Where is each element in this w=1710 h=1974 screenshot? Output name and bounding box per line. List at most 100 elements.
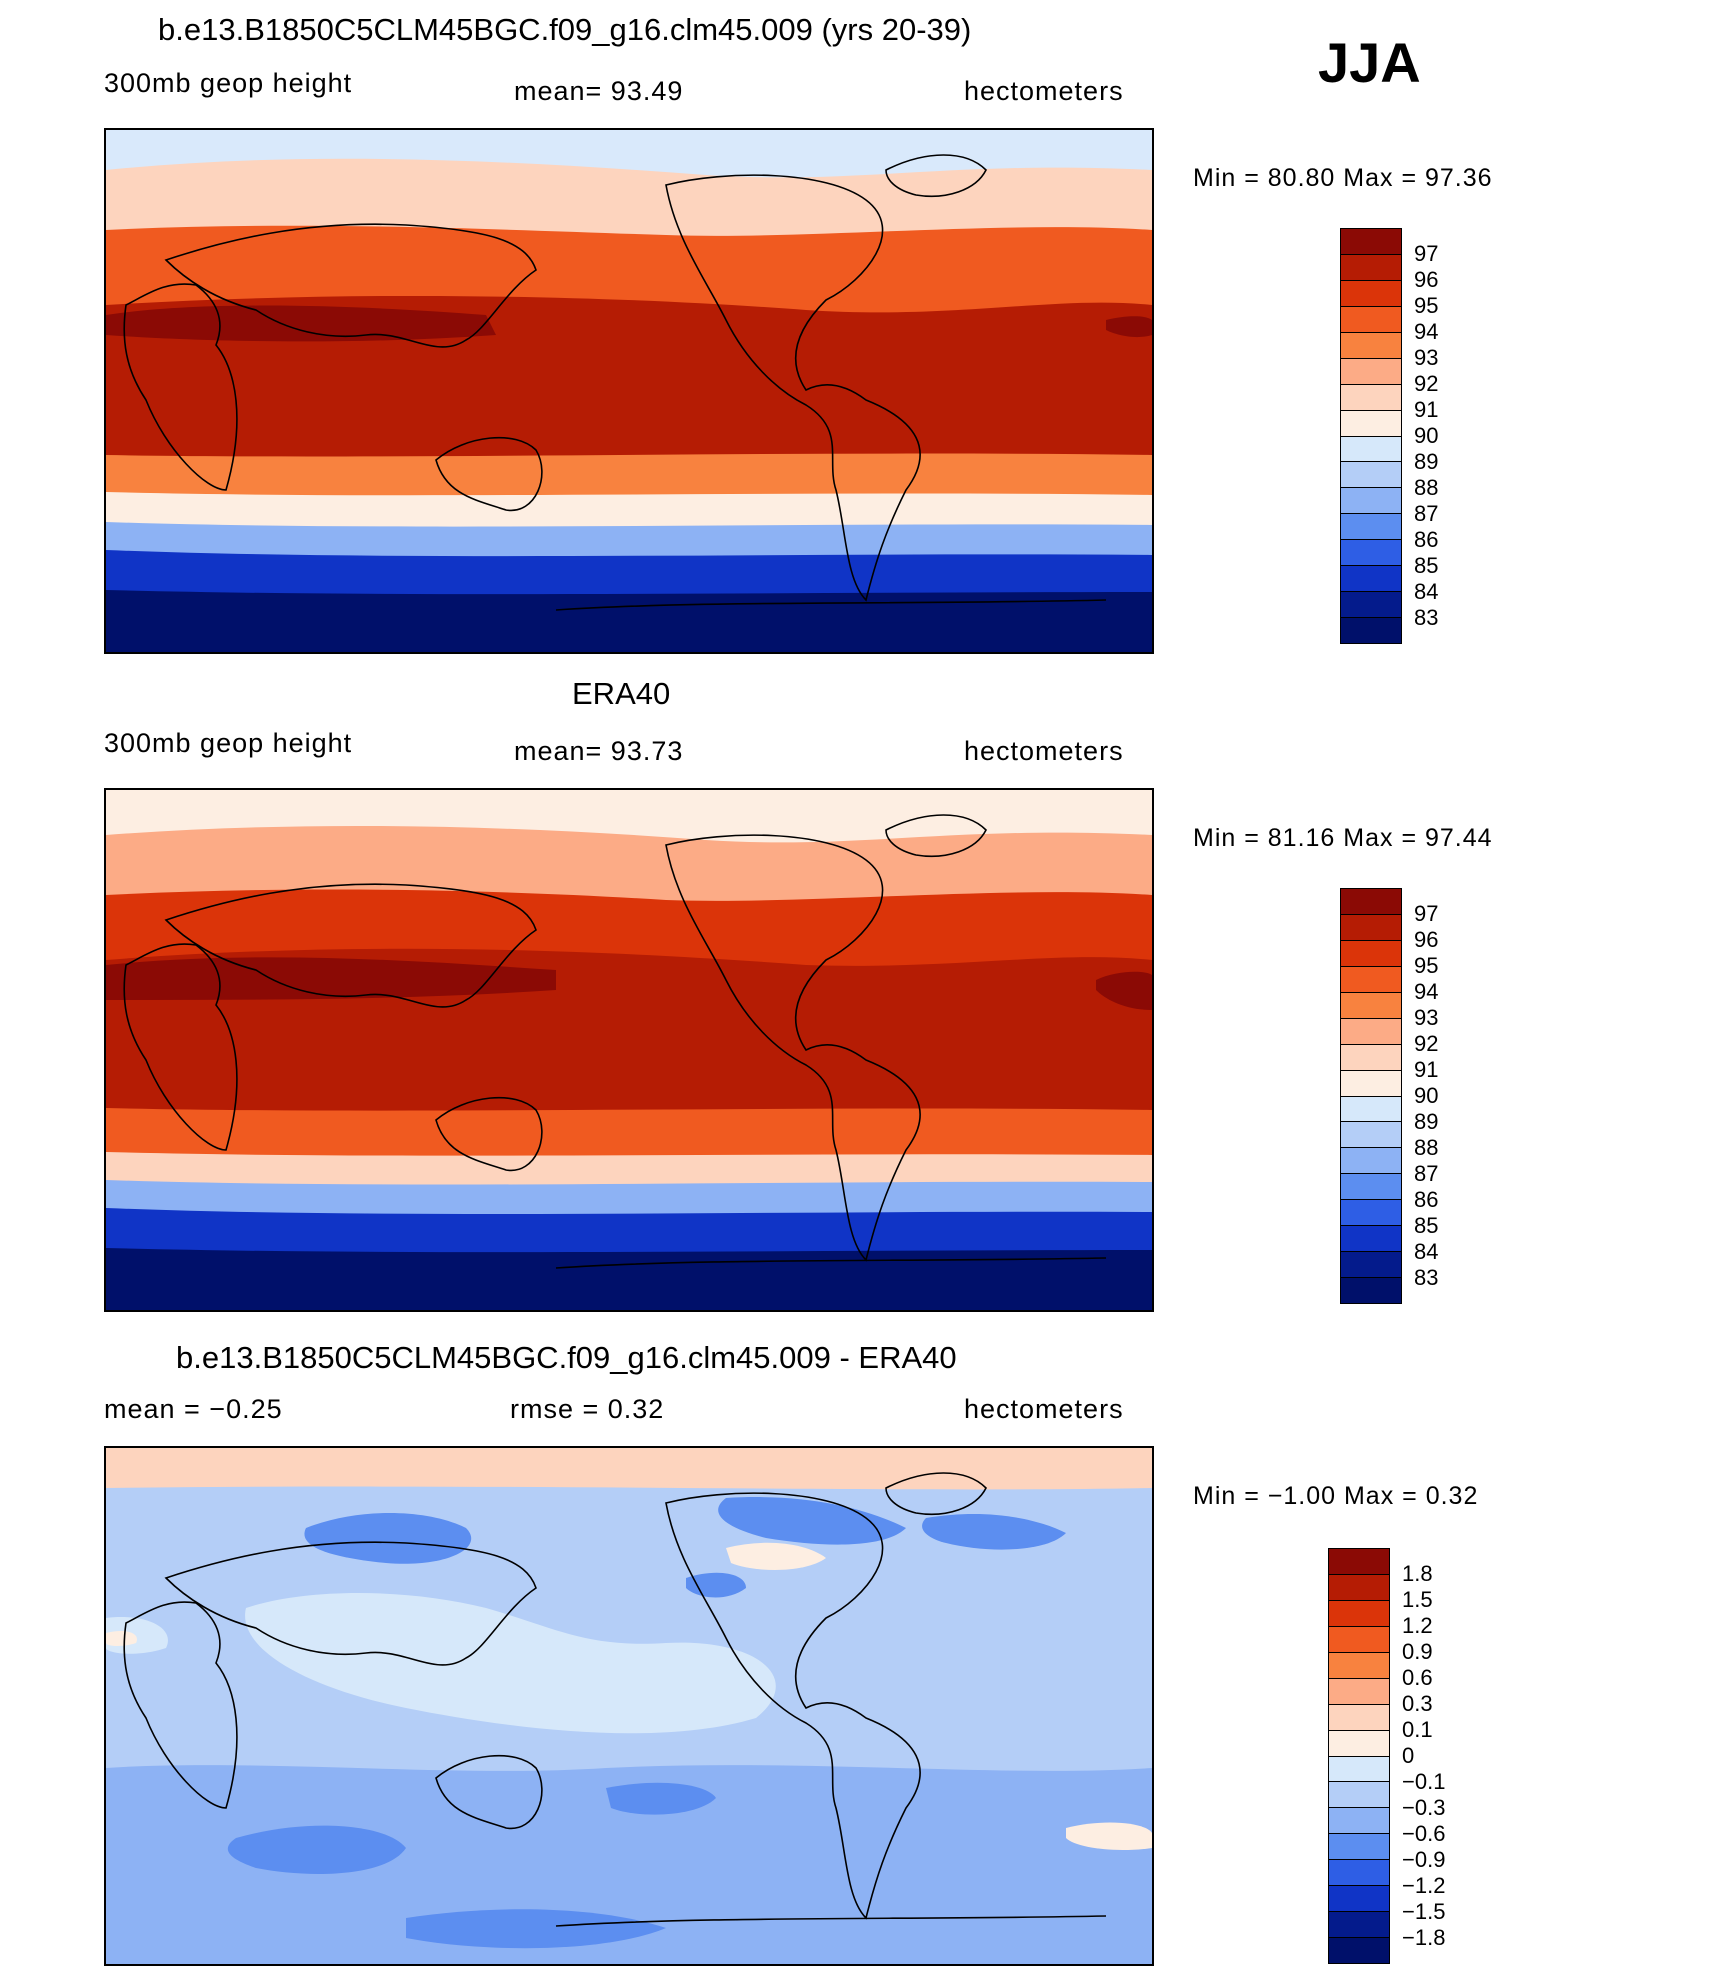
colorbar-tick-label: −1.8 [1402, 1925, 1446, 1950]
panel-2-colorbar [1340, 888, 1402, 1304]
colorbar-tick-label: 86 [1414, 1187, 1439, 1212]
band-jet [106, 305, 1152, 342]
colorbar-tick-label: 93 [1414, 345, 1439, 370]
colorbar-cell [1329, 1808, 1389, 1835]
colorbar-cell [1341, 992, 1401, 1019]
colorbar-tick-label: −1.2 [1402, 1873, 1446, 1898]
colorbar-cell [1341, 254, 1401, 281]
colorbar-tick-label: 89 [1414, 449, 1439, 474]
panel-3-mean-label: mean = −0.25 [104, 1394, 283, 1424]
colorbar-cell [1341, 1200, 1401, 1227]
colorbar-cell [1329, 1938, 1389, 1963]
field-dark-5 [606, 1782, 716, 1815]
colorbar-cell [1341, 966, 1401, 993]
panel-1-title: b.e13.B1850C5CLM45BGC.f09_g16.clm45.009 … [158, 12, 972, 47]
colorbar-tick-label: 96 [1414, 267, 1439, 292]
colorbar-cell [1329, 1678, 1389, 1705]
colorbar-tick-label: 84 [1414, 579, 1439, 604]
panel-1-variable-label: 300mb geop height [104, 68, 353, 98]
colorbar-tick-label: 96 [1414, 927, 1439, 952]
colorbar-cell [1329, 1549, 1389, 1575]
colorbar-tick-label: −0.9 [1402, 1847, 1446, 1872]
coastlines [123, 814, 1107, 1269]
field-mid-1 [106, 1765, 1152, 1964]
colorbar-cell [1341, 332, 1401, 359]
colorbar-tick-label: −1.5 [1402, 1899, 1446, 1924]
colorbar-cell [1329, 1834, 1389, 1861]
panel-3-colorbar [1328, 1548, 1390, 1964]
colorbar-tick-label: 1.8 [1402, 1561, 1433, 1586]
colorbar-tick-label: 89 [1414, 1109, 1439, 1134]
colorbar-cell [1329, 1730, 1389, 1757]
field-dark-6 [406, 1909, 666, 1949]
colorbar-cell [1341, 488, 1401, 515]
colorbar-tick-label: 91 [1414, 397, 1439, 422]
panel-1-colorbar [1340, 228, 1402, 644]
colorbar-tick-label: 91 [1414, 1057, 1439, 1082]
panel-1-map [104, 128, 1154, 654]
colorbar-cell [1329, 1574, 1389, 1601]
colorbar-tick-label: 85 [1414, 553, 1439, 578]
colorbar-tick-label: 95 [1414, 953, 1439, 978]
colorbar-cell [1341, 592, 1401, 619]
colorbar-tick-label: −0.1 [1402, 1769, 1446, 1794]
colorbar-tick-label: 92 [1414, 1031, 1439, 1056]
colorbar-tick-label: 90 [1414, 423, 1439, 448]
colorbar-cell [1329, 1912, 1389, 1939]
panel-1-mean-label: mean= 93.49 [514, 76, 684, 106]
colorbar-cell [1341, 410, 1401, 437]
field-top [106, 1448, 1152, 1490]
colorbar-tick-label: 0 [1402, 1743, 1415, 1768]
colorbar-cell [1341, 618, 1401, 643]
colorbar-cell [1341, 566, 1401, 593]
colorbar-tick-label: 83 [1414, 1265, 1439, 1290]
field-warm-2 [1066, 1822, 1152, 1850]
colorbar-cell [1341, 1226, 1401, 1253]
colorbar-cell [1341, 1278, 1401, 1303]
colorbar-cell [1341, 889, 1401, 915]
colorbar-cell [1341, 914, 1401, 941]
colorbar-tick-label: 88 [1414, 475, 1439, 500]
colorbar-cell [1329, 1886, 1389, 1913]
colorbar-tick-label: 87 [1414, 1161, 1439, 1186]
panel-3-title: b.e13.B1850C5CLM45BGC.f09_g16.clm45.009 … [176, 1340, 957, 1375]
colorbar-cell [1341, 540, 1401, 567]
colorbar-cell [1341, 1122, 1401, 1149]
colorbar-tick-label: 84 [1414, 1239, 1439, 1264]
colorbar-tick-label: 0.6 [1402, 1665, 1433, 1690]
panel-2-variable-label: 300mb geop height [104, 728, 353, 758]
colorbar-tick-label: 0.9 [1402, 1639, 1433, 1664]
panel-1-units-label: hectometers [964, 76, 1124, 106]
colorbar-cell [1341, 306, 1401, 333]
colorbar-tick-label: 95 [1414, 293, 1439, 318]
panel-3-minmax: Min = −1.00 Max = 0.32 [1193, 1482, 1479, 1510]
band-antarctic [106, 590, 1152, 652]
colorbar-tick-label: 86 [1414, 527, 1439, 552]
field-warm-1 [726, 1542, 826, 1570]
colorbar-cell [1329, 1860, 1389, 1887]
colorbar-tick-label: 97 [1414, 901, 1439, 926]
panel-3-rmse-label: rmse = 0.32 [510, 1394, 665, 1424]
colorbar-cell [1341, 229, 1401, 255]
colorbar-tick-label: 0.1 [1402, 1717, 1433, 1742]
colorbar-tick-label: 88 [1414, 1135, 1439, 1160]
panel-2-minmax: Min = 81.16 Max = 97.44 [1193, 824, 1493, 852]
colorbar-cell [1341, 1174, 1401, 1201]
panel-3-map [104, 1446, 1154, 1966]
colorbar-cell [1341, 1252, 1401, 1279]
colorbar-cell [1341, 462, 1401, 489]
colorbar-cell [1341, 1044, 1401, 1071]
band-jet [106, 957, 1152, 1010]
season-label: JJA [1318, 31, 1421, 94]
field-dark-4 [227, 1825, 406, 1874]
colorbar-tick-label: 87 [1414, 501, 1439, 526]
colorbar-tick-label: 85 [1414, 1213, 1439, 1238]
coastlines [123, 154, 1107, 611]
colorbar-tick-label: 1.5 [1402, 1587, 1433, 1612]
colorbar-cell [1341, 940, 1401, 967]
colorbar-tick-label: −0.6 [1402, 1821, 1446, 1846]
colorbar-cell [1341, 384, 1401, 411]
colorbar-tick-label: 92 [1414, 371, 1439, 396]
panel-2-units-label: hectometers [964, 736, 1124, 766]
colorbar-cell [1341, 1096, 1401, 1123]
